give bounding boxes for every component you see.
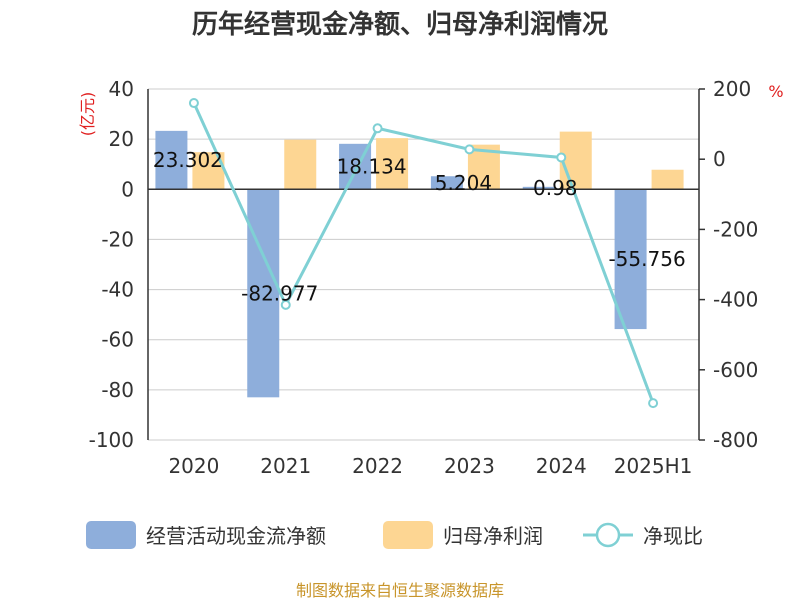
- left-tick-label: 20: [109, 127, 134, 151]
- cashflow-bar[interactable]: [614, 189, 647, 330]
- left-tick-label: 40: [109, 77, 134, 101]
- x-tick-label: 2025H1: [614, 454, 693, 478]
- ratio-point[interactable]: [464, 144, 475, 155]
- legend-label-ratio: 净现比: [643, 524, 703, 548]
- cashflow-bar[interactable]: [430, 176, 463, 190]
- right-axis-unit: %: [768, 82, 783, 101]
- legend: 经营活动现金流净额 归母净利润 净现比: [86, 521, 703, 549]
- axes: 40200-20-40-60-80-1002000-200-400-600-80…: [89, 77, 759, 478]
- legend-label-profit: 归母净利润: [443, 524, 543, 548]
- profit-bar[interactable]: [284, 139, 317, 190]
- left-tick-label: -60: [101, 328, 134, 352]
- legend-item-ratio[interactable]: 净现比: [583, 522, 703, 548]
- right-tick-label: -400: [713, 288, 758, 312]
- ratio-point[interactable]: [372, 123, 383, 134]
- ratio-line: [188, 98, 659, 409]
- x-tick-label: 2024: [536, 454, 587, 478]
- right-tick-label: 200: [713, 77, 751, 101]
- cashflow-data-label: 0.98: [533, 176, 578, 200]
- cashflow-bar[interactable]: [522, 186, 555, 190]
- legend-swatch-profit: [383, 521, 433, 549]
- chart-title: 历年经营现金净额、归母净利润情况: [192, 9, 608, 40]
- legend-marker-ratio: [595, 522, 621, 548]
- cashflow-data-label: -55.756: [608, 247, 685, 271]
- source-note: 制图数据来自恒生聚源数据库: [296, 581, 504, 600]
- cashflow-data-label: 23.302: [153, 148, 223, 172]
- left-tick-label: -100: [89, 428, 134, 452]
- x-tick-label: 2020: [168, 454, 219, 478]
- profit-bar[interactable]: [651, 169, 684, 190]
- right-tick-label: -600: [713, 358, 758, 382]
- profit-bar[interactable]: [376, 138, 409, 190]
- right-tick-label: -800: [713, 428, 758, 452]
- ratio-polyline: [192, 102, 655, 404]
- right-tick-label: -200: [713, 217, 758, 241]
- left-tick-label: -20: [101, 227, 134, 251]
- left-tick-label: -40: [101, 278, 134, 302]
- cashflow-data-label: -82.977: [241, 281, 318, 305]
- left-tick-label: 0: [121, 177, 134, 201]
- ratio-point[interactable]: [280, 299, 291, 310]
- legend-label-cashflow: 经营活动现金流净额: [146, 524, 326, 548]
- x-tick-label: 2022: [352, 454, 403, 478]
- right-tick-label: 0: [713, 147, 726, 171]
- ratio-point[interactable]: [188, 98, 199, 109]
- legend-item-cashflow[interactable]: 经营活动现金流净额: [86, 521, 326, 549]
- data-labels: 23.302 -82.977 18.134 5.204 0.98 -55.756: [153, 148, 686, 305]
- left-tick-label: -80: [101, 378, 134, 402]
- legend-swatch-cashflow: [86, 521, 136, 549]
- ratio-point[interactable]: [556, 152, 567, 163]
- cashflow-data-label: 18.134: [337, 155, 407, 179]
- x-tick-label: 2021: [260, 454, 311, 478]
- legend-item-profit[interactable]: 归母净利润: [383, 521, 543, 549]
- ratio-point[interactable]: [648, 398, 659, 409]
- bars: [155, 130, 684, 398]
- cashflow-data-label: 5.204: [435, 171, 492, 195]
- cashflow-bar[interactable]: [155, 130, 188, 190]
- x-tick-label: 2023: [444, 454, 495, 478]
- left-axis-unit: (亿元): [78, 92, 97, 137]
- cashflow-bar[interactable]: [247, 189, 280, 398]
